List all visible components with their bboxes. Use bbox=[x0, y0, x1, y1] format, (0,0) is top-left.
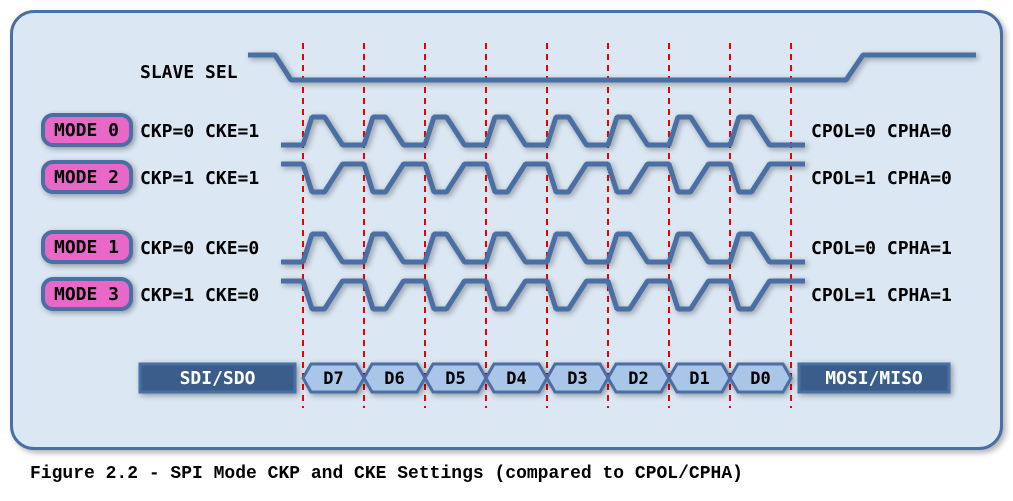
clock-signal bbox=[281, 234, 805, 262]
data-bit-label: D2 bbox=[628, 369, 648, 389]
mode-badge-text: MODE 0 bbox=[54, 120, 119, 141]
slave-sel-label: SLAVE SEL bbox=[140, 62, 238, 83]
mode-badge-text: MODE 2 bbox=[54, 167, 119, 188]
mode-badge-text: MODE 1 bbox=[54, 237, 119, 258]
clock-signal bbox=[281, 164, 805, 192]
mode-left-label: CKP=0 CKE=1 bbox=[140, 121, 259, 142]
mode-right-label: CPOL=0 CPHA=0 bbox=[811, 121, 952, 142]
data-bit-label: D0 bbox=[750, 369, 770, 389]
mode-left-label: CKP=1 CKE=1 bbox=[140, 168, 259, 189]
clock-signal bbox=[281, 281, 805, 309]
mode-right-label: CPOL=1 CPHA=0 bbox=[811, 168, 952, 189]
mode-left-label: CKP=1 CKE=0 bbox=[140, 285, 259, 306]
diagram-frame: SLAVE SEL MODE 0 CKP=0 CKE=1 CPOL=0 CPHA=0 M… bbox=[10, 10, 1003, 450]
mode-left-label: CKP=0 CKE=0 bbox=[140, 238, 259, 259]
data-bit-label: D5 bbox=[445, 369, 465, 389]
data-bit-label: D1 bbox=[689, 369, 709, 389]
data-bit-label: D3 bbox=[567, 369, 587, 389]
data-bit-label: D6 bbox=[384, 369, 404, 389]
mode-right-label: CPOL=1 CPHA=1 bbox=[811, 285, 952, 306]
slave-sel-signal bbox=[248, 55, 976, 80]
timing-diagram-svg: SLAVE SEL MODE 0 CKP=0 CKE=1 CPOL=0 CPHA=0 M… bbox=[13, 13, 1003, 450]
data-bit-label: D4 bbox=[506, 369, 526, 389]
sdi-sdo-label: SDI/SDO bbox=[180, 368, 256, 389]
data-bit-label: D7 bbox=[323, 369, 343, 389]
clock-signal bbox=[281, 117, 805, 145]
mode-right-label: CPOL=0 CPHA=1 bbox=[811, 238, 952, 259]
mosi-miso-label: MOSI/MISO bbox=[825, 368, 923, 389]
figure-caption: Figure 2.2 - SPI Mode CKP and CKE Settin… bbox=[30, 464, 1003, 484]
mode-badge-text: MODE 3 bbox=[54, 284, 119, 305]
